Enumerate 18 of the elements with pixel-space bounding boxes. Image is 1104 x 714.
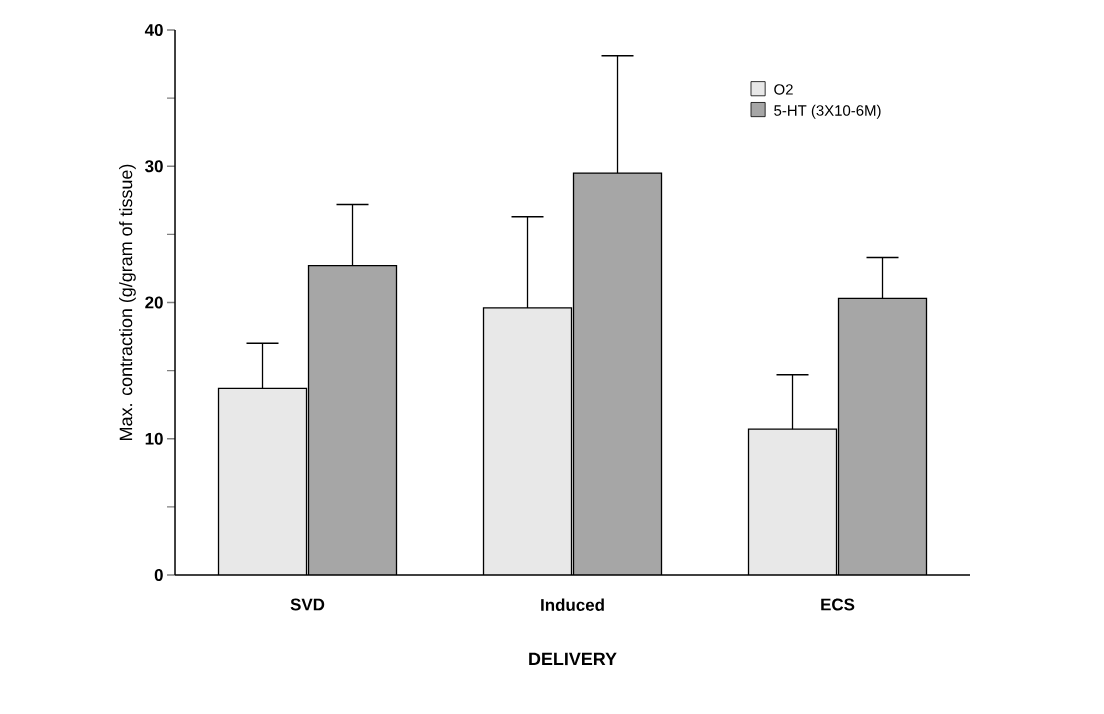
bar <box>218 388 307 575</box>
legend-label: O2 <box>774 84 793 95</box>
y-tick-label: 40 <box>144 23 163 36</box>
y-tick-label: 0 <box>154 568 163 581</box>
x-tick-label: ECS <box>821 598 855 611</box>
bar <box>308 265 397 575</box>
bar <box>837 297 928 575</box>
legend-label: 5-HT (3X10-6M) <box>774 104 881 119</box>
y-tick-label: 30 <box>145 160 163 173</box>
y-tick-label: 20 <box>145 296 163 309</box>
y-tick-label: 10 <box>145 432 163 445</box>
bar <box>747 428 838 575</box>
x-axis-title: DELIVERY <box>529 652 617 666</box>
x-tick-label: SVD <box>290 598 325 611</box>
bar <box>483 307 572 575</box>
x-tick-label: Induced <box>541 598 604 611</box>
bar <box>573 173 662 575</box>
y-axis-title: Max. contraction (g/gram of tissue) <box>119 164 136 440</box>
